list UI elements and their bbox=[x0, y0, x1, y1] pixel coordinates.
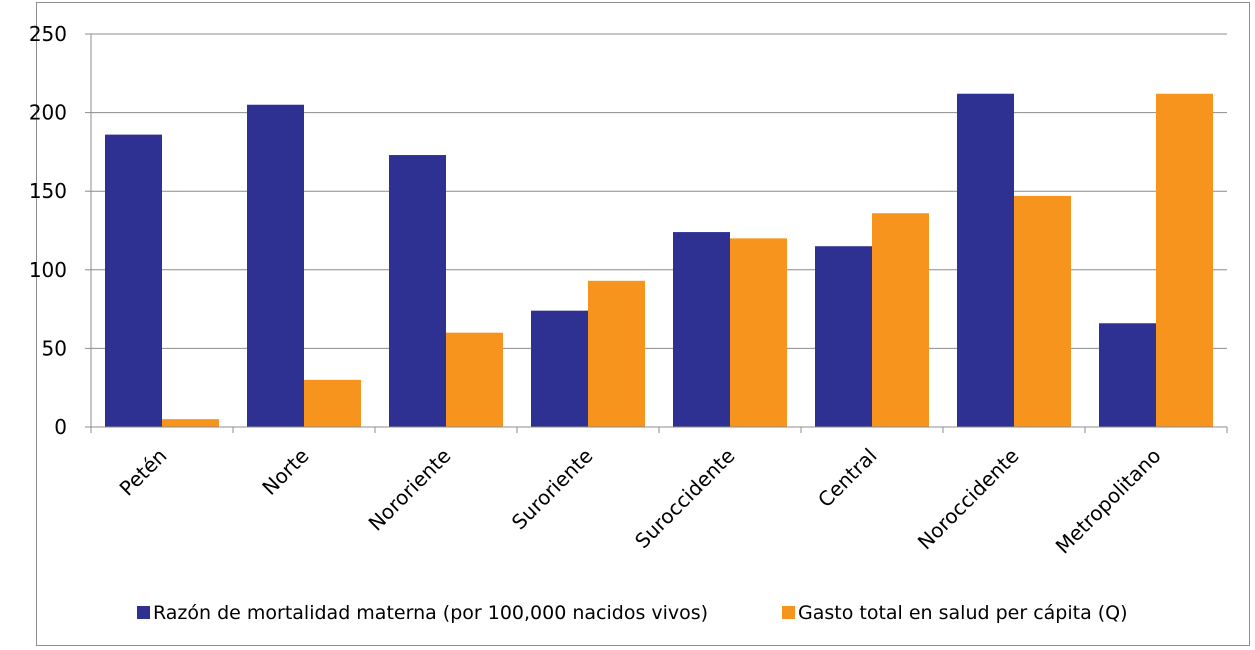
x-category-label: Norte bbox=[257, 444, 313, 500]
legend-swatch bbox=[782, 606, 795, 619]
bar-health-spending-5 bbox=[872, 213, 929, 427]
bar-mortality-7 bbox=[1099, 323, 1156, 427]
legend-label: Razón de mortalidad materna (por 100,000… bbox=[153, 602, 708, 624]
x-category-label: Suroccidente bbox=[630, 444, 739, 553]
bar-health-spending-6 bbox=[1014, 195, 1071, 427]
legend: Razón de mortalidad materna (por 100,000… bbox=[137, 602, 1128, 624]
x-category-label: Suroriente bbox=[507, 444, 598, 535]
x-category-label: Petén bbox=[115, 444, 172, 501]
x-category-label: Nororiente bbox=[364, 444, 456, 536]
bar-mortality-6 bbox=[957, 93, 1014, 428]
x-category-label: Central bbox=[813, 444, 881, 512]
bar-mortality-3 bbox=[531, 310, 588, 427]
y-tick-label: 50 bbox=[42, 336, 67, 360]
bars bbox=[105, 93, 1213, 428]
y-axis-tick-labels: 0 50 100 150 200 250 bbox=[29, 22, 67, 439]
y-tick-label: 150 bbox=[29, 179, 67, 203]
y-tick-label: 250 bbox=[29, 22, 67, 46]
x-category-label: Metropolitano bbox=[1051, 444, 1166, 559]
legend-label: Gasto total en salud per cápita (Q) bbox=[798, 602, 1128, 624]
y-tick-label: 0 bbox=[54, 415, 67, 439]
axes bbox=[85, 33, 1228, 433]
bar-health-spending-1 bbox=[304, 379, 361, 427]
legend-swatch bbox=[137, 606, 150, 619]
bar-health-spending-0 bbox=[162, 419, 219, 427]
bar-mortality-4 bbox=[673, 232, 730, 427]
bar-health-spending-2 bbox=[446, 332, 503, 427]
bar-health-spending-4 bbox=[730, 238, 787, 427]
y-tick-label: 100 bbox=[29, 258, 67, 282]
bar-mortality-1 bbox=[247, 104, 304, 428]
bar-mortality-5 bbox=[815, 246, 872, 427]
y-tick-label: 200 bbox=[29, 101, 67, 125]
bar-mortality-2 bbox=[389, 155, 446, 427]
bar-health-spending-7 bbox=[1156, 93, 1213, 428]
x-axis-category-labels: Petén Norte Nororiente Suroriente Surocciden… bbox=[115, 444, 1166, 559]
bar-health-spending-3 bbox=[588, 280, 645, 427]
bar-mortality-0 bbox=[105, 134, 162, 427]
x-category-label: Noroccidente bbox=[913, 444, 1024, 555]
